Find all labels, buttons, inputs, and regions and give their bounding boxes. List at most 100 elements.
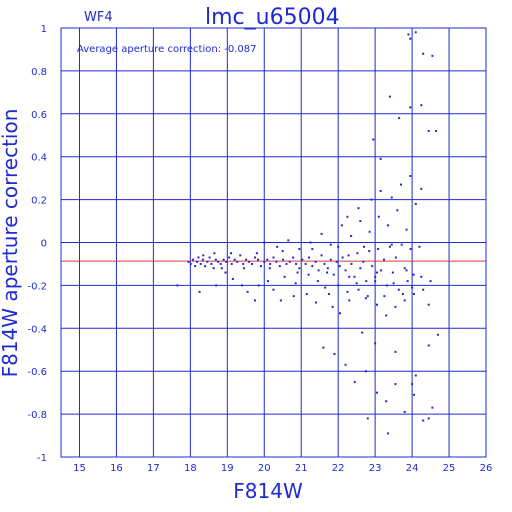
scatter-point — [198, 290, 201, 293]
scatter-point — [301, 258, 304, 261]
scatter-point — [314, 260, 317, 263]
scatter-point — [394, 350, 397, 353]
scatter-point — [329, 258, 332, 261]
scatter-point — [418, 245, 421, 248]
scatter-point — [246, 290, 249, 293]
scatter-point — [231, 277, 234, 280]
scatter-point — [276, 245, 279, 248]
scatter-point — [222, 258, 225, 261]
y-axis-label: F814W aperture correction — [0, 109, 22, 378]
scatter-point — [348, 299, 351, 302]
scatter-point — [187, 260, 190, 263]
scatter-point — [374, 342, 377, 345]
scatter-point — [406, 280, 409, 283]
scatter-point — [269, 262, 272, 265]
scatter-point — [363, 245, 366, 248]
scatter-point — [272, 256, 275, 259]
scatter-point — [233, 258, 236, 261]
scatter-point — [409, 175, 412, 178]
scatter-point — [427, 303, 430, 306]
scatter-point — [257, 284, 260, 287]
scatter-point — [338, 265, 341, 268]
scatter-point — [204, 265, 207, 268]
scatter-point — [412, 393, 415, 396]
scatter-point — [436, 333, 439, 336]
scatter-point — [189, 262, 192, 265]
plot-grid — [61, 27, 487, 458]
scatter-point — [347, 254, 350, 257]
chart-title: lmc_u65004 — [205, 5, 340, 30]
scatter-point — [375, 271, 378, 274]
scatter-point — [219, 262, 222, 265]
scatter-point — [394, 383, 397, 386]
scatter-point — [346, 290, 349, 293]
scatter-point — [230, 252, 232, 255]
scatter-point — [401, 292, 404, 295]
scatter-point — [427, 344, 430, 347]
scatter-point — [431, 406, 434, 409]
scatter-point — [296, 271, 299, 274]
scatter-point — [422, 419, 425, 422]
scatter-point — [176, 284, 179, 287]
scatter-point — [295, 262, 298, 265]
scatter-point — [411, 383, 414, 386]
scatter-point — [375, 303, 378, 306]
scatter-point — [397, 288, 400, 291]
scatter-point — [266, 258, 269, 261]
scatter-point — [400, 183, 402, 186]
scatter-point — [372, 138, 375, 141]
scatter-point — [412, 292, 415, 295]
scatter-point — [210, 262, 213, 265]
scatter-point — [202, 254, 205, 257]
scatter-point — [409, 106, 412, 109]
scatter-point — [268, 267, 271, 270]
scatter-point — [409, 247, 412, 250]
scatter-point — [353, 380, 356, 383]
scatter-point — [348, 275, 351, 278]
scatter-point — [414, 202, 417, 205]
y-tick-label: -0.8 — [27, 410, 47, 421]
scatter-point — [366, 417, 369, 420]
scatter-point — [405, 228, 408, 231]
scatter-point — [427, 129, 430, 132]
scatter-point — [396, 209, 399, 212]
scatter-point — [305, 292, 308, 295]
scatter-point — [281, 250, 284, 253]
scatter-point — [429, 280, 432, 283]
scatter-point — [191, 258, 194, 261]
scatter-point — [323, 262, 326, 265]
scatter-point — [361, 331, 364, 334]
scatter-point — [225, 260, 228, 263]
x-tick-label: 15 — [73, 463, 86, 474]
scatter-point — [326, 267, 329, 270]
scatter-point — [362, 260, 365, 263]
scatter-point — [272, 288, 275, 291]
scatter-point — [315, 301, 317, 304]
scatter-point — [254, 256, 257, 259]
scatter-point — [320, 232, 323, 235]
x-tick-label: 17 — [147, 463, 160, 474]
scatter-point — [340, 224, 343, 227]
scatter-point — [409, 37, 412, 40]
average-correction-annotation: Average aperture correction: -0.087 — [77, 44, 257, 55]
scatter-point — [256, 258, 259, 261]
scatter-point — [283, 275, 286, 278]
scatter-point — [388, 95, 391, 98]
scatter-point — [346, 215, 349, 218]
scatter-point — [201, 258, 204, 261]
scatter-point — [326, 271, 329, 274]
scatter-point — [251, 262, 254, 265]
scatter-point — [403, 299, 406, 302]
x-tick-label: 23 — [369, 463, 382, 474]
scatter-point — [337, 284, 340, 287]
scatter-point — [217, 260, 220, 263]
x-tick-label: 21 — [295, 463, 308, 474]
scatter-point — [377, 215, 380, 218]
scatter-point — [263, 260, 266, 263]
y-tick-label: 0 — [41, 239, 47, 250]
scatter-point — [259, 265, 262, 268]
x-tick-label: 20 — [258, 463, 271, 474]
scatter-point — [350, 262, 353, 265]
scatter-point — [427, 417, 430, 420]
scatter-point — [375, 391, 378, 394]
